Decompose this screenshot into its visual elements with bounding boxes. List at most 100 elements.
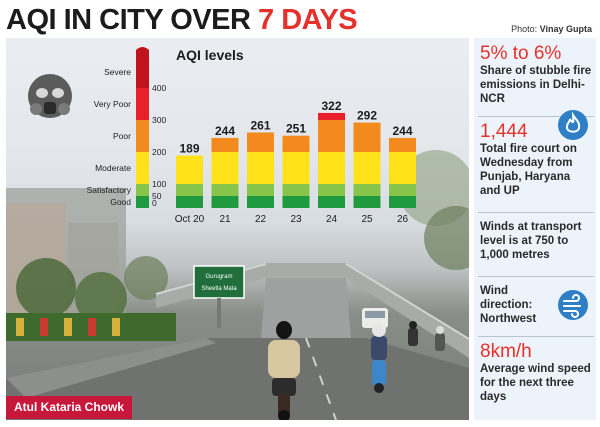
- fact-big-value: 1,444: [480, 121, 528, 142]
- x-tick-labels: Oct 20 21 22 23 24 25 26: [175, 214, 409, 225]
- fact-big-value: 5% to 6%: [480, 43, 562, 64]
- band-label: Poor: [113, 131, 131, 141]
- fact-sidebar: 5% to 6% Share of stubble fire emissions…: [474, 38, 596, 420]
- bar-segment: [318, 120, 345, 152]
- bar-segment: [318, 152, 345, 184]
- y-tick-label: 50: [152, 191, 162, 201]
- bar-segment: [353, 122, 381, 152]
- data-label: 189: [179, 142, 199, 156]
- data-label: 322: [321, 99, 341, 113]
- aqi-scale-bar: [136, 47, 149, 208]
- flame-icon: [558, 110, 588, 140]
- bar-segment: [211, 152, 239, 184]
- bar-segment: [282, 135, 310, 152]
- bar-segment: [282, 196, 310, 208]
- bar-segment: [353, 184, 381, 196]
- page-title: AQI IN CITY OVER 7 DAYS: [6, 2, 358, 38]
- bar-segment: [176, 155, 203, 184]
- chart-title: AQI levels: [176, 47, 244, 63]
- fact-wind-direction: Wind direction: Northwest: [480, 284, 552, 326]
- bar-segment: [318, 112, 345, 120]
- photo-credit: Photo: Vinay Gupta: [511, 24, 592, 34]
- title-main: AQI IN CITY OVER: [6, 4, 259, 36]
- x-tick-label: Oct 20: [175, 214, 205, 225]
- bar-segment: [353, 152, 381, 184]
- divider: [478, 276, 594, 277]
- y-tick-labels: 050 100 200 300 400: [152, 83, 166, 208]
- x-tick-label: 21: [219, 214, 231, 225]
- fact-transport-winds: Winds at transport level is at 750 to 1,…: [480, 220, 594, 262]
- road-sign-text-1: Gurugram: [205, 274, 232, 280]
- bar-segment: [211, 137, 239, 152]
- credit-name: Vinay Gupta: [539, 24, 592, 34]
- aqi-chart: AQI levels Good Satisfactory Moderate Poor V…: [28, 47, 416, 225]
- scale-bar-cap: [136, 47, 149, 50]
- y-tick-label: 0: [152, 198, 157, 208]
- x-tick-label: 22: [255, 214, 267, 225]
- fact-description: Total fire court on Wednesday from Punja…: [480, 143, 577, 197]
- bar-segment: [318, 196, 345, 208]
- scale-band-satisfactory: [136, 184, 149, 196]
- bar-segment: [247, 152, 274, 184]
- fact-description: Wind direction: Northwest: [480, 285, 537, 325]
- wind-icon: [558, 290, 588, 320]
- bar-segment: [389, 196, 416, 208]
- location-caption: Atul Kataria Chowk: [6, 396, 133, 419]
- bar-segment: [389, 184, 416, 196]
- bar-segment: [318, 184, 345, 196]
- fact-description: Share of stubble fire emissions in Delhi…: [480, 65, 592, 105]
- scale-band-severe: [136, 50, 149, 88]
- bar-segment: [211, 196, 239, 208]
- y-tick-label: 200: [152, 147, 166, 157]
- band-label: Satisfactory: [87, 185, 132, 195]
- bar-segment: [211, 184, 239, 196]
- x-tick-label: 24: [326, 214, 338, 225]
- bar-segment: [176, 184, 203, 196]
- aqi-bar: [176, 155, 203, 208]
- bar-segment: [282, 152, 310, 184]
- credit-label: Photo:: [511, 24, 540, 34]
- fact-wind-speed: 8km/h Average wind speed for the next th…: [480, 342, 594, 404]
- bar-segment: [247, 196, 274, 208]
- aqi-bar: [247, 132, 274, 208]
- bar-segment: [282, 184, 310, 196]
- aqi-band-labels: Good Satisfactory Moderate Poor Very Poor Sev…: [87, 67, 132, 207]
- aqi-bar: [318, 112, 345, 208]
- bar-segment: [247, 184, 274, 196]
- bar-segment: [389, 137, 416, 152]
- data-label: 251: [286, 122, 306, 136]
- fact-big-value: 8km/h: [480, 341, 532, 362]
- y-tick-label: 100: [152, 179, 166, 189]
- gas-mask-icon: [28, 74, 72, 118]
- data-label: 292: [357, 109, 377, 123]
- value-labels: 189 244 261 251 322 292 244: [179, 99, 412, 156]
- y-tick-label: 300: [152, 115, 166, 125]
- band-label: Moderate: [95, 163, 131, 173]
- x-tick-label: 23: [290, 214, 302, 225]
- scale-band-good: [136, 196, 149, 208]
- scale-band-poor: [136, 120, 149, 152]
- aqi-bar: [353, 122, 381, 208]
- fact-fire-count: 1,444 Total fire court on Wednesday from…: [480, 122, 594, 198]
- fact-description: Winds at transport level is at 750 to 1,…: [480, 221, 582, 261]
- band-label: Good: [110, 197, 131, 207]
- title-accent: 7 DAYS: [258, 4, 358, 36]
- data-label: 261: [250, 118, 270, 132]
- x-tick-label: 25: [361, 214, 373, 225]
- data-label: 244: [215, 124, 235, 138]
- data-label: 244: [392, 124, 412, 138]
- divider: [478, 336, 594, 337]
- band-label: Severe: [104, 67, 131, 77]
- scale-band-moderate: [136, 152, 149, 184]
- bar-segment: [353, 196, 381, 208]
- band-label: Very Poor: [94, 99, 131, 109]
- road-sign-text-2: Sheetla Mata: [201, 286, 237, 292]
- fact-stubble-share: 5% to 6% Share of stubble fire emissions…: [480, 44, 594, 106]
- bar-segment: [247, 132, 274, 152]
- y-tick-label: 400: [152, 83, 166, 93]
- fact-description: Average wind speed for the next three da…: [480, 363, 591, 403]
- x-tick-label: 26: [397, 214, 409, 225]
- bar-segment: [176, 196, 203, 208]
- aqi-bar: [282, 135, 310, 208]
- divider: [478, 212, 594, 213]
